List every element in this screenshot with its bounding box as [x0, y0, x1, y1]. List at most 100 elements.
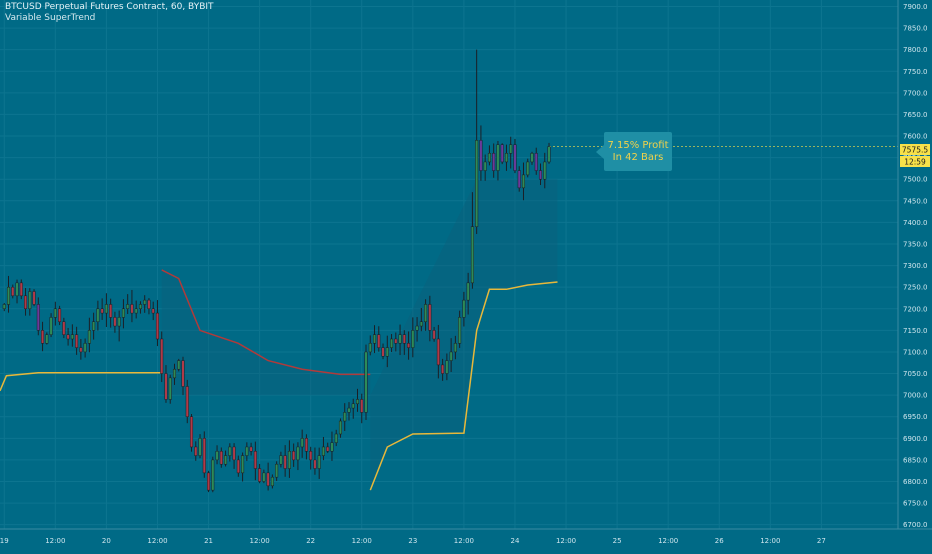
- candle-body[interactable]: [172, 368, 177, 379]
- candle-body[interactable]: [58, 308, 62, 322]
- candle-body[interactable]: [245, 446, 249, 456]
- candle-body[interactable]: [470, 226, 474, 284]
- candle-body[interactable]: [521, 174, 526, 189]
- candle-body[interactable]: [338, 420, 343, 435]
- candle-body[interactable]: [53, 308, 57, 318]
- candle-body[interactable]: [453, 343, 457, 353]
- candle-body[interactable]: [364, 351, 368, 413]
- candle-body[interactable]: [398, 334, 402, 344]
- candle-body[interactable]: [83, 343, 87, 353]
- candle-body[interactable]: [155, 312, 159, 340]
- candle-body[interactable]: [377, 334, 381, 348]
- candle-body[interactable]: [258, 468, 262, 482]
- candle-body[interactable]: [96, 308, 100, 322]
- candle-body[interactable]: [449, 351, 453, 361]
- candle-body[interactable]: [2, 304, 6, 310]
- candle-body[interactable]: [79, 347, 83, 353]
- candle-body[interactable]: [19, 282, 23, 297]
- candle-body[interactable]: [100, 308, 104, 314]
- candle-body[interactable]: [66, 334, 70, 340]
- candle-body[interactable]: [415, 325, 419, 331]
- candle-body[interactable]: [317, 455, 321, 469]
- candle-body[interactable]: [138, 304, 142, 310]
- candle-body[interactable]: [436, 338, 440, 366]
- candle-body[interactable]: [517, 170, 521, 189]
- candle-body[interactable]: [6, 286, 11, 305]
- candle-body[interactable]: [236, 459, 240, 474]
- candle-body[interactable]: [381, 347, 385, 357]
- candle-body[interactable]: [309, 451, 313, 461]
- candle-body[interactable]: [424, 304, 428, 322]
- candle-body[interactable]: [360, 399, 364, 413]
- candle-body[interactable]: [300, 438, 304, 448]
- candle-body[interactable]: [275, 463, 279, 478]
- candle-body[interactable]: [487, 153, 491, 163]
- candle-body[interactable]: [304, 438, 308, 452]
- candle-body[interactable]: [513, 144, 517, 171]
- candle-body[interactable]: [466, 282, 470, 301]
- candle-body[interactable]: [500, 144, 504, 163]
- candle-body[interactable]: [224, 455, 228, 465]
- candle-body[interactable]: [241, 455, 245, 474]
- x-axis[interactable]: 19 12:00 20 12:00 21 12:00 22 12:00 23 12:00 24 12:…: [0, 537, 826, 545]
- candle-body[interactable]: [479, 140, 483, 171]
- candle-body[interactable]: [330, 442, 334, 452]
- candle-body[interactable]: [496, 144, 500, 171]
- candle-body[interactable]: [394, 338, 398, 344]
- candle-body[interactable]: [24, 295, 28, 310]
- candles[interactable]: [2, 49, 551, 493]
- candle-body[interactable]: [143, 299, 147, 305]
- candle-body[interactable]: [441, 364, 445, 374]
- candle-body[interactable]: [538, 170, 543, 180]
- candle-body[interactable]: [296, 446, 300, 461]
- candle-body[interactable]: [28, 291, 32, 310]
- candle-body[interactable]: [419, 321, 423, 327]
- candle-body[interactable]: [411, 330, 415, 348]
- candle-body[interactable]: [390, 338, 394, 348]
- candle-body[interactable]: [134, 308, 138, 314]
- candle-body[interactable]: [49, 317, 53, 335]
- candle-body[interactable]: [279, 455, 283, 465]
- candle-body[interactable]: [32, 291, 36, 305]
- candle-body[interactable]: [70, 334, 74, 340]
- candle-body[interactable]: [15, 282, 19, 297]
- candle-body[interactable]: [41, 330, 45, 344]
- candle-body[interactable]: [504, 153, 508, 163]
- candle-body[interactable]: [266, 472, 270, 487]
- candle-body[interactable]: [164, 373, 168, 400]
- candle-body[interactable]: [432, 330, 436, 340]
- candle-body[interactable]: [177, 360, 181, 370]
- candle-body[interactable]: [483, 161, 487, 171]
- candle-body[interactable]: [343, 412, 347, 422]
- candle-body[interactable]: [75, 334, 79, 348]
- candle-body[interactable]: [547, 146, 551, 163]
- candle-body[interactable]: [355, 399, 360, 405]
- candle-body[interactable]: [109, 304, 113, 318]
- candle-body[interactable]: [458, 317, 462, 344]
- candle-body[interactable]: [534, 153, 538, 171]
- candle-body[interactable]: [492, 153, 496, 171]
- candle-body[interactable]: [185, 386, 189, 417]
- candle-body[interactable]: [313, 459, 317, 469]
- indicator-label[interactable]: Variable SuperTrend: [5, 13, 96, 23]
- candle-body[interactable]: [334, 433, 338, 443]
- candle-body[interactable]: [445, 360, 449, 374]
- candle-body[interactable]: [62, 321, 66, 335]
- candle-body[interactable]: [249, 446, 253, 452]
- candle-body[interactable]: [151, 308, 155, 314]
- candle-body[interactable]: [253, 451, 257, 469]
- candle-body[interactable]: [351, 403, 355, 409]
- candle-body[interactable]: [270, 476, 274, 487]
- candle-body[interactable]: [168, 377, 172, 400]
- candle-body[interactable]: [372, 334, 377, 344]
- candle-body[interactable]: [347, 407, 351, 413]
- candle-body[interactable]: [126, 304, 130, 310]
- candle-body[interactable]: [117, 317, 121, 327]
- candle-body[interactable]: [368, 343, 372, 353]
- candle-body[interactable]: [292, 451, 296, 461]
- candle-body[interactable]: [526, 161, 530, 176]
- candle-body[interactable]: [215, 451, 219, 461]
- candle-body[interactable]: [219, 451, 223, 465]
